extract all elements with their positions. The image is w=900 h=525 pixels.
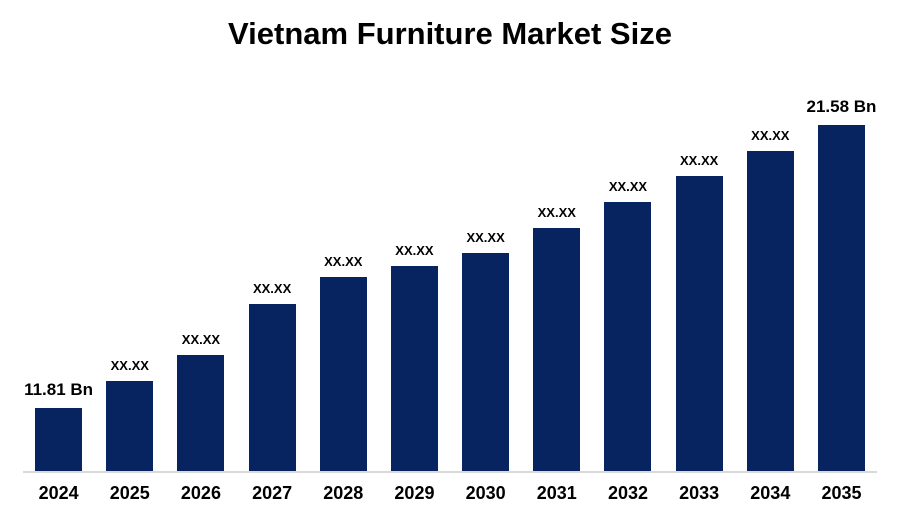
bar-value-label-2030: XX.XX — [466, 229, 505, 245]
bar-column-2027: XX.XX — [237, 280, 308, 471]
bar-value-label-2026: XX.XX — [181, 331, 221, 347]
bar-2025 — [106, 381, 154, 471]
bar-value-label-2035: 21.58 Bn — [806, 97, 877, 117]
bar-value-label-2024: 11.81 Bn — [24, 380, 94, 400]
bar-2030 — [462, 253, 510, 471]
x-axis-label-2029: 2029 — [394, 483, 435, 503]
bar-column-2029: XX.XX — [379, 242, 450, 471]
bar-2031 — [533, 228, 581, 471]
bar-2024 — [35, 408, 83, 471]
bar-value-label-2029: XX.XX — [395, 242, 434, 258]
bar-column-2028: XX.XX — [308, 253, 379, 471]
x-axis-label-2032: 2032 — [607, 483, 648, 503]
bar-2026 — [177, 355, 225, 471]
x-axis-line — [23, 471, 877, 473]
bar-value-label-2034: XX.XX — [751, 127, 790, 143]
bar-column-2026: XX.XX — [165, 331, 236, 471]
bar-column-2031: XX.XX — [521, 204, 592, 471]
x-axis-label-2028: 2028 — [323, 483, 364, 503]
bar-column-2030: XX.XX — [450, 229, 521, 471]
bar-column-2034: XX.XX — [735, 127, 806, 471]
bars-area: 11.81 Bn XX.XX XX.XX XX.XX XX.XX XX.XX XX.XX XX… — [23, 0, 877, 471]
bar-2029 — [390, 266, 438, 471]
chart-title: Vietnam Furniture Market Size — [228, 16, 672, 51]
x-axis-label-2035: 2035 — [821, 483, 862, 503]
x-axis-label-2034: 2034 — [750, 483, 791, 503]
x-axis-label-2033: 2033 — [679, 483, 720, 503]
bar-value-label-2032: XX.XX — [608, 178, 648, 194]
bar-column-2033: XX.XX — [664, 152, 735, 471]
x-axis-label-2027: 2027 — [252, 483, 293, 503]
bar-column-2024: 11.81 Bn — [23, 381, 94, 471]
bar-value-label-2027: XX.XX — [252, 280, 292, 296]
bar-2027 — [248, 304, 296, 471]
x-axis-label-2025: 2025 — [109, 483, 150, 503]
bar-value-label-2033: XX.XX — [679, 152, 719, 168]
bar-2028 — [319, 277, 367, 471]
x-axis-label-2026: 2026 — [180, 483, 221, 503]
x-axis-label-2031: 2031 — [536, 483, 577, 503]
bar-column-2035: 21.58 Bn — [806, 98, 877, 471]
bar-column-2025: XX.XX — [94, 357, 165, 471]
bar-column-2032: XX.XX — [592, 178, 663, 471]
bar-value-label-2028: XX.XX — [324, 253, 363, 269]
x-axis-labels: 2024 2025 2026 2027 2028 2029 2030 2031 2032 2033… — [23, 483, 877, 504]
bar-2032 — [604, 202, 652, 471]
bar-2033 — [675, 176, 723, 471]
x-axis-label-2024: 2024 — [38, 483, 79, 503]
bar-value-label-2025: XX.XX — [110, 357, 149, 373]
bar-value-label-2031: XX.XX — [537, 204, 576, 220]
bar-2035 — [817, 125, 865, 471]
bar-2034 — [746, 151, 794, 471]
x-axis-label-2030: 2030 — [465, 483, 506, 503]
